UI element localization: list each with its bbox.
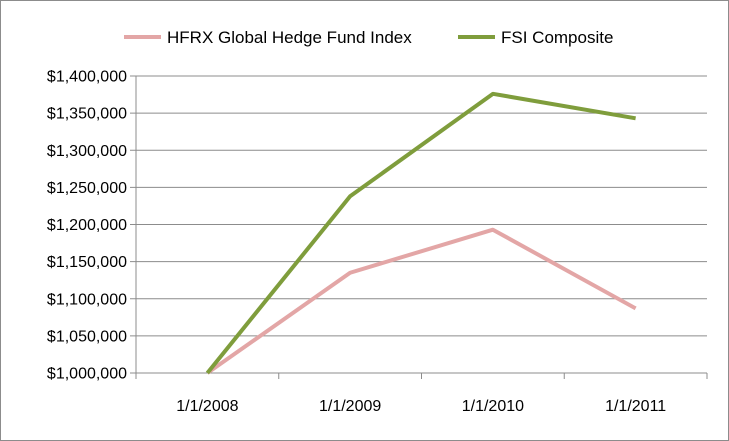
series-line-2 [205, 91, 636, 375]
y-tick-label: $1,050,000 [47, 328, 127, 345]
y-tick-label: $1,400,000 [47, 69, 127, 86]
x-tick-label: 1/1/2008 [176, 398, 238, 415]
y-tick-label: $1,150,000 [47, 254, 127, 271]
x-tick-label: 1/1/2009 [319, 398, 381, 415]
y-tick-label: $1,000,000 [47, 366, 127, 383]
legend-label: HFRX Global Hedge Fund Index [167, 28, 412, 47]
x-tick-label: 1/1/2011 [605, 398, 666, 415]
legend: HFRX Global Hedge Fund Index FSI Composit… [124, 28, 613, 47]
y-tick-label: $1,200,000 [47, 217, 127, 234]
y-tick-label: $1,300,000 [47, 143, 127, 160]
series-lines [205, 91, 637, 375]
axes [130, 75, 708, 379]
series-line-1 [206, 227, 637, 375]
y-tick-label: $1,250,000 [47, 180, 127, 197]
x-tick-label: 1/1/2010 [462, 398, 524, 415]
y-tick-label: $1,100,000 [47, 291, 127, 308]
y-tick-label: $1,350,000 [47, 106, 127, 123]
y-axis-tick-labels: $1,000,000 $1,050,000 $1,100,000 $1,150,000… [47, 69, 127, 383]
gridlines [136, 75, 707, 337]
legend-label: FSI Composite [501, 28, 613, 47]
x-axis-tick-labels: 1/1/2008 1/1/2009 1/1/2010 1/1/2011 [176, 398, 666, 415]
